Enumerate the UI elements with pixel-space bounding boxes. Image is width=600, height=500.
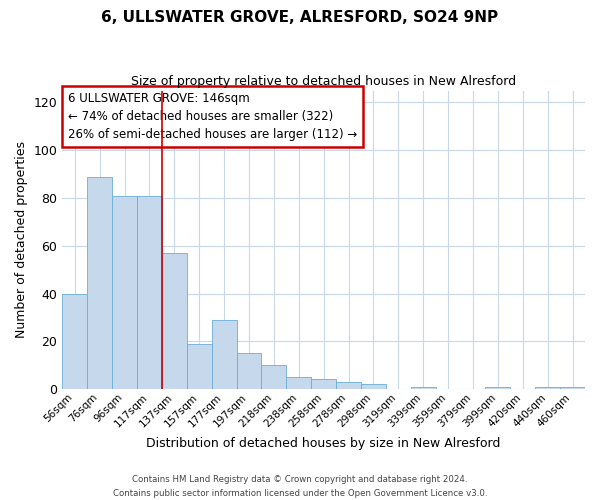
Bar — [112, 196, 137, 389]
Bar — [311, 380, 336, 389]
Bar — [137, 196, 162, 389]
Title: Size of property relative to detached houses in New Alresford: Size of property relative to detached ho… — [131, 75, 516, 88]
Bar — [212, 320, 236, 389]
Text: 6, ULLSWATER GROVE, ALRESFORD, SO24 9NP: 6, ULLSWATER GROVE, ALRESFORD, SO24 9NP — [101, 10, 499, 25]
Bar — [411, 386, 436, 389]
Bar — [535, 386, 560, 389]
Bar — [262, 365, 286, 389]
X-axis label: Distribution of detached houses by size in New Alresford: Distribution of detached houses by size … — [146, 437, 501, 450]
Bar — [336, 382, 361, 389]
Bar — [62, 294, 87, 389]
Text: 6 ULLSWATER GROVE: 146sqm
← 74% of detached houses are smaller (322)
26% of semi: 6 ULLSWATER GROVE: 146sqm ← 74% of detac… — [68, 92, 357, 141]
Text: Contains HM Land Registry data © Crown copyright and database right 2024.
Contai: Contains HM Land Registry data © Crown c… — [113, 476, 487, 498]
Bar — [236, 353, 262, 389]
Bar — [286, 377, 311, 389]
Bar — [485, 386, 511, 389]
Bar — [162, 253, 187, 389]
Bar — [361, 384, 386, 389]
Bar — [87, 176, 112, 389]
Y-axis label: Number of detached properties: Number of detached properties — [15, 142, 28, 338]
Bar — [187, 344, 212, 389]
Bar — [560, 386, 585, 389]
